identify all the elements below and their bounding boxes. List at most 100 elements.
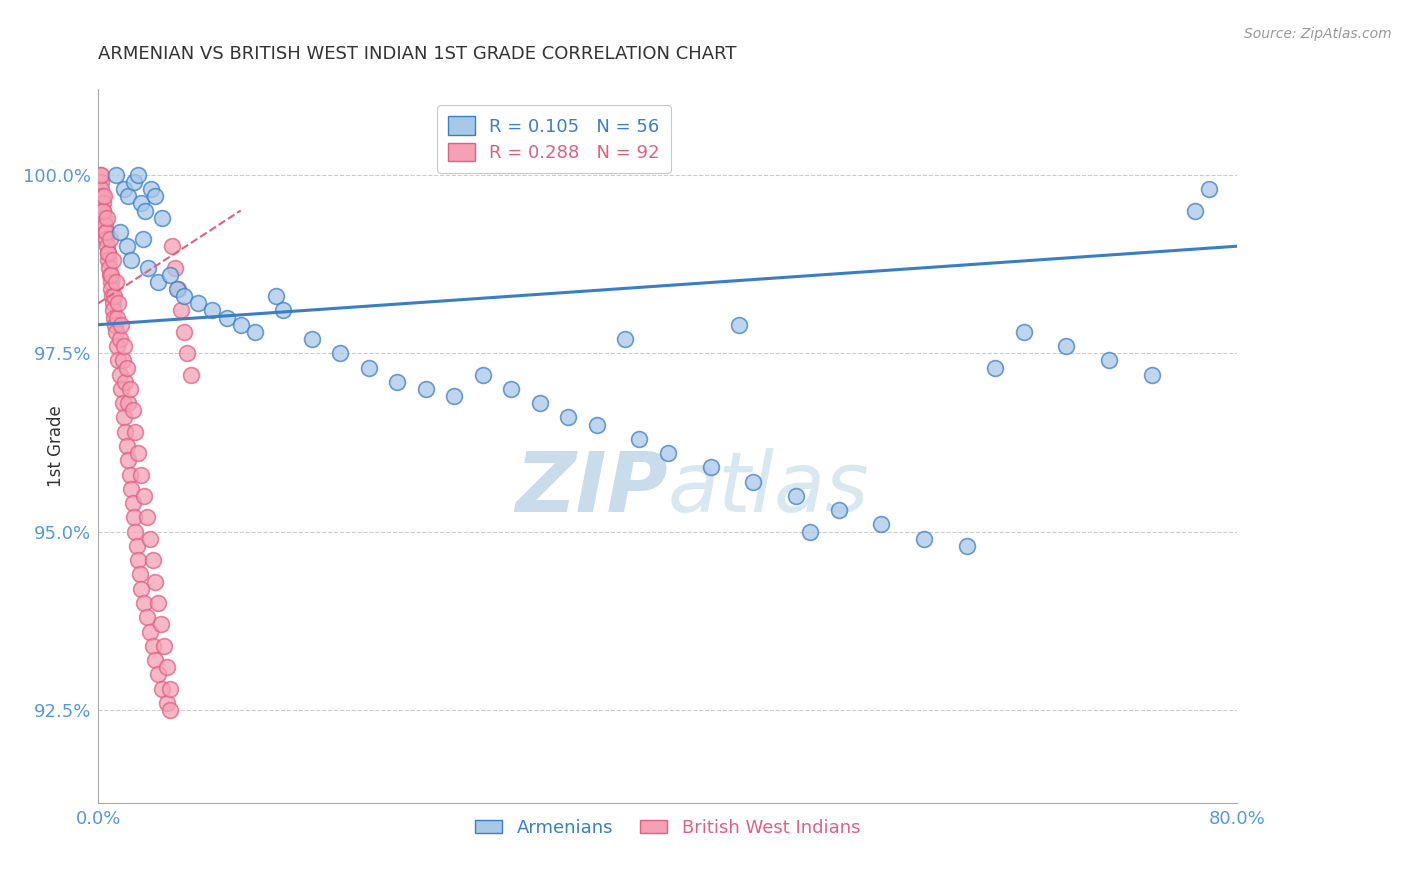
Point bbox=[159, 268, 181, 282]
Point bbox=[100, 268, 122, 282]
Point bbox=[138, 532, 160, 546]
Point bbox=[443, 389, 465, 403]
Point bbox=[94, 218, 117, 232]
Text: atlas: atlas bbox=[668, 449, 869, 529]
Point bbox=[912, 532, 935, 546]
Point bbox=[110, 318, 132, 332]
Point bbox=[101, 289, 124, 303]
Point bbox=[96, 239, 118, 253]
Point bbox=[91, 203, 114, 218]
Point bbox=[132, 489, 155, 503]
Point bbox=[120, 482, 142, 496]
Point bbox=[115, 439, 138, 453]
Point bbox=[138, 624, 160, 639]
Point bbox=[728, 318, 751, 332]
Point bbox=[415, 382, 437, 396]
Point bbox=[828, 503, 851, 517]
Point bbox=[387, 375, 409, 389]
Point bbox=[115, 360, 138, 375]
Point bbox=[120, 253, 142, 268]
Point bbox=[215, 310, 238, 325]
Text: ZIP: ZIP bbox=[515, 449, 668, 529]
Point bbox=[329, 346, 352, 360]
Point bbox=[117, 189, 139, 203]
Point bbox=[122, 175, 145, 189]
Point bbox=[156, 660, 179, 674]
Point bbox=[112, 182, 135, 196]
Point bbox=[97, 246, 120, 260]
Point bbox=[180, 368, 202, 382]
Point bbox=[114, 375, 136, 389]
Point bbox=[117, 453, 139, 467]
Point bbox=[89, 168, 111, 182]
Point bbox=[129, 467, 152, 482]
Point bbox=[141, 639, 163, 653]
Point bbox=[176, 346, 198, 360]
Point bbox=[799, 524, 821, 539]
Point bbox=[173, 289, 195, 303]
Text: Source: ZipAtlas.com: Source: ZipAtlas.com bbox=[1244, 27, 1392, 41]
Point bbox=[148, 667, 170, 681]
Point bbox=[98, 260, 121, 275]
Point bbox=[153, 639, 176, 653]
Point bbox=[94, 225, 117, 239]
Point bbox=[117, 396, 139, 410]
Point bbox=[956, 539, 979, 553]
Point bbox=[167, 282, 190, 296]
Point bbox=[97, 253, 120, 268]
Point bbox=[93, 189, 115, 203]
Point bbox=[557, 410, 579, 425]
Point bbox=[104, 318, 127, 332]
Point bbox=[984, 360, 1007, 375]
Point bbox=[124, 425, 146, 439]
Point bbox=[152, 211, 174, 225]
Point bbox=[96, 211, 118, 225]
Point bbox=[105, 339, 128, 353]
Point bbox=[162, 239, 184, 253]
Point bbox=[103, 289, 125, 303]
Point bbox=[159, 703, 181, 717]
Point bbox=[1184, 203, 1206, 218]
Point bbox=[97, 246, 120, 260]
Point bbox=[141, 553, 163, 567]
Point bbox=[125, 539, 148, 553]
Point bbox=[243, 325, 266, 339]
Point bbox=[1056, 339, 1078, 353]
Point bbox=[1012, 325, 1035, 339]
Point bbox=[101, 253, 124, 268]
Point bbox=[127, 446, 149, 460]
Point bbox=[135, 610, 157, 624]
Point bbox=[115, 239, 138, 253]
Point bbox=[148, 275, 170, 289]
Point bbox=[785, 489, 807, 503]
Point bbox=[187, 296, 209, 310]
Point bbox=[1198, 182, 1220, 196]
Point bbox=[273, 303, 295, 318]
Point bbox=[121, 496, 143, 510]
Point bbox=[628, 432, 651, 446]
Point bbox=[657, 446, 679, 460]
Point bbox=[229, 318, 252, 332]
Point bbox=[111, 353, 134, 368]
Point bbox=[112, 410, 135, 425]
Point bbox=[108, 332, 131, 346]
Point bbox=[357, 360, 380, 375]
Point bbox=[170, 303, 193, 318]
Point bbox=[110, 382, 132, 396]
Point bbox=[150, 617, 173, 632]
Point bbox=[105, 310, 128, 325]
Point bbox=[145, 574, 167, 589]
Point bbox=[104, 325, 127, 339]
Point bbox=[108, 225, 131, 239]
Point bbox=[98, 232, 121, 246]
Point bbox=[93, 211, 115, 225]
Point bbox=[501, 382, 523, 396]
Point bbox=[135, 510, 157, 524]
Point bbox=[90, 175, 112, 189]
Point bbox=[139, 182, 162, 196]
Point bbox=[128, 567, 150, 582]
Point bbox=[107, 296, 129, 310]
Point bbox=[131, 232, 153, 246]
Point bbox=[148, 596, 170, 610]
Point bbox=[301, 332, 323, 346]
